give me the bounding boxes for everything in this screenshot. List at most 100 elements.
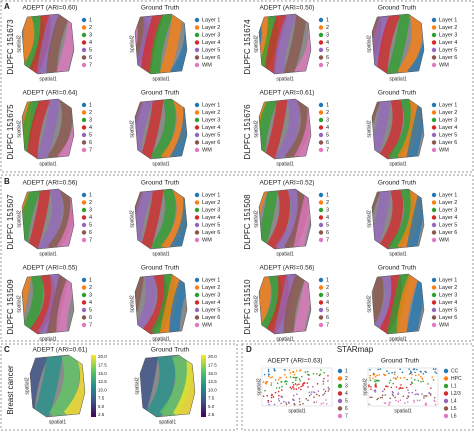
cell-dot — [315, 373, 318, 375]
tissue-layer — [353, 189, 366, 249]
cell-dot — [429, 394, 432, 396]
cell-dot — [293, 373, 296, 376]
tissue-layer — [149, 14, 173, 74]
legend-dot — [194, 17, 200, 23]
cell-dot — [368, 403, 371, 406]
cell-dot — [434, 368, 437, 370]
cell-dot — [270, 384, 273, 386]
tissue-layer — [259, 274, 271, 334]
cell-dot — [292, 386, 294, 388]
cell-dot — [298, 400, 301, 403]
legend-label: 3 — [326, 207, 329, 213]
cell-dot — [318, 374, 321, 377]
tissue-layer — [274, 99, 300, 159]
cell-dot — [277, 390, 280, 393]
tissue-layer — [140, 355, 159, 417]
tissue-image — [259, 14, 311, 74]
legend-dot — [431, 55, 437, 60]
legend-label: WM — [439, 322, 449, 328]
cell-dot — [368, 384, 370, 387]
gt-title: Ground Truth — [381, 358, 420, 365]
tissue-outline — [21, 98, 75, 160]
cell-dot — [295, 370, 298, 372]
tissue-outline — [371, 13, 425, 75]
legend-label: 4 — [345, 391, 348, 397]
cell-dot — [292, 371, 294, 373]
colorbar-tick: 17.5 — [208, 362, 217, 367]
tissue-outline — [134, 13, 188, 75]
legend-dot — [443, 368, 449, 374]
cell-dot — [310, 393, 312, 395]
cell-dot — [391, 393, 394, 396]
cell-dot — [312, 372, 315, 375]
cell-dot — [389, 397, 392, 400]
tissue-outline — [371, 98, 425, 160]
cell-dot — [422, 380, 424, 383]
legend-label: Layer 5 — [439, 132, 457, 138]
adept-title: ADEPT (ARI=0.64) — [23, 90, 78, 97]
legend-label: Layer 2 — [202, 25, 220, 31]
legend-dot — [318, 140, 324, 145]
cell-dot — [408, 368, 410, 370]
legend-dot — [81, 102, 87, 108]
legend-label: 3 — [89, 207, 92, 213]
sample-label: DLPFC 151508 — [243, 194, 252, 250]
legend-label: 4 — [326, 125, 329, 131]
legend-dot — [431, 215, 437, 220]
cell-dot — [392, 377, 395, 379]
cell-dot — [389, 379, 392, 382]
cell-dot — [417, 379, 420, 382]
legend-label: Layer 2 — [439, 285, 457, 291]
colorbar — [201, 355, 206, 417]
legend-dot — [337, 413, 343, 419]
tissue-image — [116, 189, 187, 249]
legend-label: Layer 1 — [202, 17, 220, 23]
legend-dot — [443, 383, 449, 389]
legend-label: 4 — [89, 125, 92, 131]
tissue-layer — [28, 274, 55, 334]
legend-dot — [81, 285, 87, 290]
legend-label: Layer 3 — [439, 32, 457, 38]
y-axis-label: spatial2 — [134, 377, 140, 394]
gt-title: Ground Truth — [141, 5, 180, 12]
tissue-layer — [264, 99, 288, 159]
cell-dot — [288, 369, 291, 371]
cell-dot — [285, 401, 287, 404]
cell-dot — [384, 394, 387, 396]
tissue-layer — [170, 14, 187, 74]
gt-title: Ground Truth — [141, 180, 180, 187]
legend-dot — [431, 200, 437, 205]
legend-dot — [318, 237, 324, 243]
cell-dot — [278, 394, 280, 397]
cell-dot — [423, 397, 425, 399]
legend-label: Layer 5 — [439, 222, 457, 228]
cell-dot — [298, 370, 301, 372]
tissue-layer — [116, 189, 129, 249]
legend-label: 6 — [326, 230, 329, 236]
legend-dot — [443, 398, 449, 404]
y-axis-label: spatial2 — [16, 295, 22, 312]
legend-label: Layer 5 — [202, 132, 220, 138]
legend-label: 1 — [89, 102, 92, 108]
cell-dot — [425, 402, 427, 405]
tissue-layer — [116, 274, 129, 334]
y-axis-label: spatial2 — [253, 210, 259, 227]
cell-dot — [408, 391, 410, 394]
cell-dot — [327, 386, 330, 389]
cell-dot — [320, 369, 322, 371]
legend-label: Layer 6 — [439, 315, 457, 321]
colorbar-tick: 7.5 — [208, 396, 215, 401]
legend-label: Layer 4 — [439, 125, 457, 131]
cell-dot — [262, 395, 265, 398]
legend-label: WM — [439, 237, 449, 243]
legend-dot — [81, 307, 87, 313]
panel-d-frame — [241, 343, 474, 431]
cell-dot — [390, 386, 393, 389]
legend-label: 7 — [326, 237, 329, 243]
legend-label: Layer 6 — [202, 140, 220, 146]
gt-title: Ground Truth — [378, 180, 417, 187]
legend-dot — [318, 147, 324, 153]
cell-dot — [374, 386, 377, 388]
panel-letter: A — [4, 2, 10, 11]
cell-dot — [410, 370, 412, 373]
